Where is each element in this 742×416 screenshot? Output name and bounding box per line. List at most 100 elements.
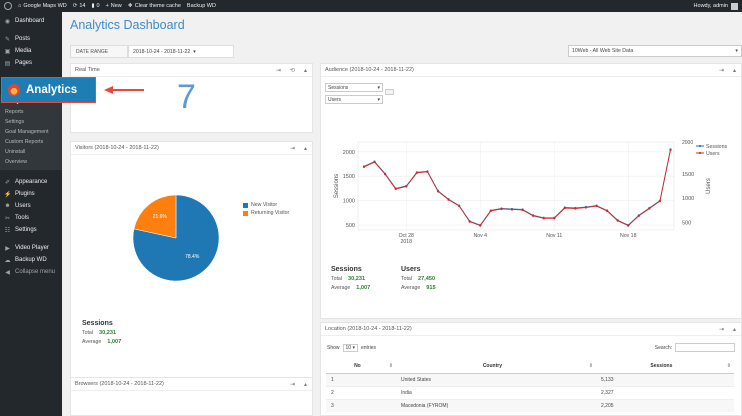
pie-label-1: 21.6% bbox=[153, 214, 168, 220]
panel-title: Visitors (2018-10-24 - 2018-11-22) bbox=[75, 145, 159, 151]
y-tick-label-0: 500 bbox=[346, 223, 355, 229]
sessions-total-value: 30,231 bbox=[98, 330, 117, 336]
submenu-reports[interactable]: Reports bbox=[5, 109, 24, 115]
search-input[interactable] bbox=[675, 343, 735, 352]
collapse-icon[interactable]: ▴ bbox=[732, 67, 736, 74]
panel-title: Real Time bbox=[75, 67, 100, 73]
export-icon[interactable]: ⇥ bbox=[289, 145, 295, 152]
legend-marker-sessions bbox=[698, 144, 702, 148]
chevron-down-icon: ▾ bbox=[735, 48, 738, 54]
sidebar-item-users[interactable]: ☻ Users bbox=[4, 203, 31, 209]
audience-sessions-average: 1,007 bbox=[356, 285, 371, 291]
site-view-select[interactable]: 10Web - All Web Site Data ▾ bbox=[568, 45, 742, 57]
export-icon[interactable]: ⇥ bbox=[275, 67, 281, 74]
site-name-link[interactable]: ⌂ Google Maps WD bbox=[18, 3, 67, 9]
wordpress-logo-icon[interactable] bbox=[4, 2, 12, 10]
sidebar-item-appearance[interactable]: ✐ Appearance bbox=[4, 179, 48, 186]
audience-users-average: 915 bbox=[426, 285, 436, 291]
data-point-users-15 bbox=[521, 208, 524, 212]
y2-tick-label-0: 500 bbox=[682, 221, 691, 227]
legend-returning-visitor: Returning Visitor bbox=[243, 210, 289, 216]
sidebar-item-backup-wd[interactable]: ☁ Backup WD bbox=[4, 257, 47, 264]
sidebar-item-tools[interactable]: ✂ Tools bbox=[4, 215, 30, 222]
submenu-uninstall[interactable]: Uninstall bbox=[5, 149, 26, 155]
collapse-icon[interactable]: ▴ bbox=[732, 326, 736, 333]
column-header-no[interactable]: No ⇕ bbox=[326, 360, 396, 374]
sort-icon: ⇕ bbox=[726, 363, 731, 370]
data-point-users-7 bbox=[436, 190, 440, 193]
compare-toggle-button[interactable] bbox=[385, 89, 394, 95]
audience-users-stats: Users Total 27,450 Average 915 bbox=[401, 266, 436, 291]
settings-icon: ☷ bbox=[4, 227, 11, 234]
chevron-down-icon: ▾ bbox=[377, 84, 380, 91]
chevron-down-icon: ▾ bbox=[377, 96, 380, 103]
metric-select-secondary[interactable]: Users ▾ bbox=[325, 95, 383, 104]
collapse-icon[interactable]: ▴ bbox=[303, 67, 307, 74]
refresh-icon[interactable]: ⟲ bbox=[289, 67, 295, 74]
sidebar-item-dashboard[interactable]: ◉ Dashboard bbox=[0, 15, 62, 27]
user-icon: ☻ bbox=[4, 203, 11, 209]
y-axis-title: Sessions bbox=[334, 174, 340, 198]
export-icon[interactable]: ⇥ bbox=[718, 326, 724, 333]
new-content-link[interactable]: + New bbox=[105, 3, 122, 9]
comments-link[interactable]: ▮ 0 bbox=[91, 3, 100, 9]
x-tick-label-0-1: 2018 bbox=[401, 239, 413, 245]
export-icon[interactable]: ⇥ bbox=[718, 67, 724, 74]
table-row: 3 Macedonia (FYROM) 2,205 bbox=[326, 398, 734, 412]
comment-icon: ▮ bbox=[91, 3, 95, 9]
location-table: No ⇕ Country ⇕ Sessions ⇕ 1 United State… bbox=[326, 360, 734, 412]
submenu-overview[interactable]: Overview bbox=[5, 159, 28, 165]
backup-wd-link[interactable]: Backup WD bbox=[186, 3, 216, 9]
updates-link[interactable]: ⟳ 14 bbox=[72, 3, 86, 9]
collapse-icon[interactable]: ▴ bbox=[303, 145, 307, 152]
sidebar-item-pages[interactable]: ▤ Pages bbox=[4, 60, 33, 67]
data-point-users-0 bbox=[362, 165, 366, 169]
data-point-users-11 bbox=[479, 224, 482, 227]
y2-tick-label-2: 1500 bbox=[682, 172, 694, 178]
data-point-users-16 bbox=[532, 214, 535, 217]
avatar bbox=[731, 2, 738, 10]
admin-bar: ⌂ Google Maps WD ⟳ 14 ▮ 0 + New ❖ Clear … bbox=[0, 0, 742, 12]
pie-label-0: 78.4% bbox=[185, 254, 200, 260]
analytics-logo-icon bbox=[8, 84, 20, 96]
pin-icon: ✎ bbox=[4, 36, 11, 43]
export-icon[interactable]: ⇥ bbox=[289, 381, 295, 388]
table-row: 2 India 2,327 bbox=[326, 385, 734, 399]
submenu-settings[interactable]: Settings bbox=[5, 119, 25, 125]
sidebar-item-settings[interactable]: ☷ Settings bbox=[4, 227, 37, 234]
entries-select[interactable]: 10 ▾ bbox=[342, 344, 358, 352]
submenu-goal-management[interactable]: Goal Management bbox=[5, 129, 49, 135]
data-point-users-21 bbox=[584, 206, 588, 209]
collapse-icon[interactable]: ▴ bbox=[303, 381, 307, 388]
x-tick-label-1-0: Nov 4 bbox=[473, 233, 487, 239]
realtime-visitors-count: 7 bbox=[177, 78, 196, 116]
sidebar-item-video-player[interactable]: ▶ Video Player bbox=[5, 245, 49, 252]
data-point-users-18 bbox=[553, 217, 556, 220]
data-point-users-25 bbox=[627, 224, 630, 227]
account-menu[interactable]: Howdy, admin bbox=[694, 2, 738, 10]
analytics-submenu: Analytics Dashboard Reports Settings Goa… bbox=[0, 95, 62, 170]
column-header-sessions[interactable]: Sessions ⇕ bbox=[596, 360, 734, 374]
sidebar-item-media[interactable]: ▣ Media bbox=[4, 48, 32, 55]
browsers-panel: Browsers (2018-10-24 - 2018-11-22) ⇥ ▴ bbox=[70, 377, 313, 416]
x-tick-label-3-0: Nov 18 bbox=[620, 233, 637, 239]
plot-area bbox=[357, 141, 675, 231]
data-point-users-13 bbox=[500, 207, 503, 211]
analytics-menu-highlight[interactable]: Analytics bbox=[1, 77, 96, 103]
metric-select-primary[interactable]: Sessions ▾ bbox=[325, 83, 383, 92]
data-point-users-19 bbox=[563, 206, 566, 210]
date-range-label: DATE RANGE bbox=[70, 45, 128, 58]
submenu-custom-reports[interactable]: Custom Reports bbox=[5, 139, 44, 145]
admin-sidebar: ◉ Dashboard ✎ Posts ▣ Media ▤ Pages Anal… bbox=[0, 12, 62, 416]
y2-axis-title: Users bbox=[706, 178, 712, 194]
sidebar-item-posts[interactable]: ✎ Posts bbox=[4, 36, 31, 43]
column-header-country[interactable]: Country ⇕ bbox=[396, 360, 596, 374]
date-range-picker[interactable]: 2018-10-24 - 2018-11-22 ▾ bbox=[128, 45, 234, 58]
clear-cache-link[interactable]: ❖ Clear theme cache bbox=[127, 3, 181, 9]
main-content: Analytics Dashboard DATE RANGE 2018-10-2… bbox=[62, 12, 742, 416]
collapse-menu-button[interactable]: ◀ Collapse menu bbox=[5, 269, 56, 276]
visitors-panel: Visitors (2018-10-24 - 2018-11-22) ⇥ ▴ 7… bbox=[70, 141, 313, 378]
legend-label-users: Users bbox=[706, 151, 720, 157]
sidebar-item-plugins[interactable]: ⚡ Plugins bbox=[4, 191, 35, 198]
visitors-sessions-stats: Sessions Total 30,231 Average 1,007 bbox=[82, 320, 122, 345]
